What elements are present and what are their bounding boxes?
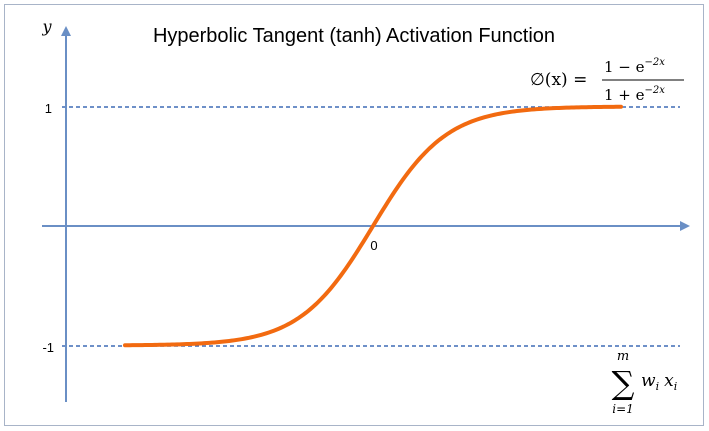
origin-label: 0 [370,238,377,253]
sum-lower-limit: i=1 [612,402,634,416]
sum-term-w-sub: i [656,380,660,393]
tick-label-minus-1: -1 [42,340,54,355]
sum-upper-limit: m [617,349,629,364]
diagram-frame [4,4,704,426]
tanh-formula: ∅(x) = 1 − e−2x 1 + e−2x [530,57,684,104]
tanh-curve [123,104,623,348]
sum-term-x: x [664,371,674,391]
sum-symbol: ∑ [612,364,635,402]
formula-denominator-base: 1 + e [604,86,645,104]
formula-denominator-exponent: −2x [645,85,666,96]
sum-term-w: w [641,371,656,391]
formula-numerator-exponent: −2x [645,57,666,68]
sum-term: wi xi [641,371,677,393]
sum-term-x-sub: i [674,380,678,393]
x-axis-summation-label: m ∑ i=1 wi xi [612,349,678,416]
y-axis-label: y [41,17,52,36]
formula-lhs: ∅(x) = [530,70,587,90]
formula-numerator: 1 − e−2x [604,57,665,76]
tick-label-1: 1 [45,101,52,116]
formula-denominator: 1 + e−2x [604,85,665,104]
formula-numerator-base: 1 − e [604,58,645,76]
chart-title: Hyperbolic Tangent (tanh) Activation Fun… [153,25,555,47]
